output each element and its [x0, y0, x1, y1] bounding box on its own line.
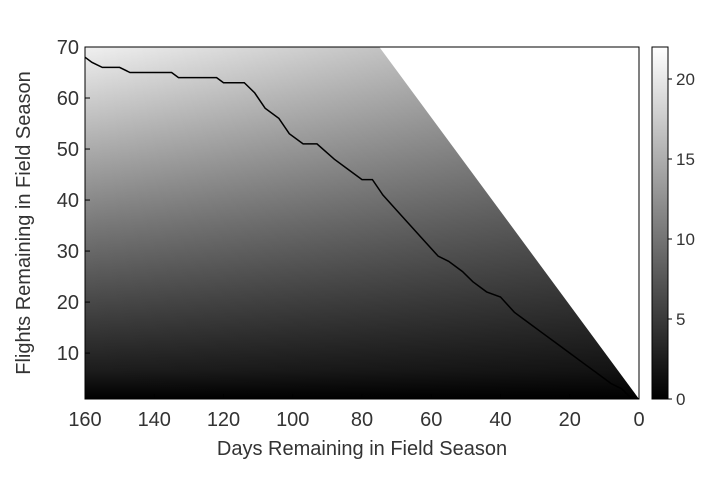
- x-tick-label: 160: [68, 409, 101, 431]
- colorbar-tick-label: 20: [676, 70, 695, 89]
- x-tick-label: 100: [276, 409, 309, 431]
- colorbar-gradient: [651, 46, 669, 400]
- y-tick-label: 20: [57, 292, 79, 314]
- x-axis-label: Days Remaining in Field Season: [217, 438, 507, 460]
- series-line: [85, 56, 639, 399]
- colorbar-tick-label: 0: [676, 390, 685, 409]
- y-tick-label: 60: [57, 88, 79, 110]
- x-axis: 160 140 120 100 80 60 40 20 0: [68, 394, 645, 431]
- colorbar-tick-label: 15: [676, 150, 695, 169]
- y-tick-label: 10: [57, 343, 79, 365]
- y-axis-label: Flights Remaining in Field Season: [13, 71, 35, 375]
- x-tick-label: 40: [489, 409, 511, 431]
- x-tick-label: 20: [559, 409, 581, 431]
- colorbar: 0 5 10 15 20: [651, 46, 695, 409]
- plot-area: [85, 47, 639, 399]
- x-tick-label: 0: [633, 409, 644, 431]
- y-axis: 10 20 30 40 50 60 70: [57, 37, 90, 365]
- y-tick-label: 70: [57, 37, 79, 59]
- x-tick-label: 60: [420, 409, 442, 431]
- colorbar-tick-label: 5: [676, 310, 685, 329]
- y-tick-label: 30: [57, 241, 79, 263]
- colorbar-ticks: 0 5 10 15 20: [668, 70, 695, 409]
- y-tick-label: 50: [57, 139, 79, 161]
- y-tick-label: 40: [57, 190, 79, 212]
- x-tick-label: 140: [138, 409, 171, 431]
- undefined-region: [379, 47, 639, 399]
- x-tick-label: 120: [207, 409, 240, 431]
- x-tick-label: 80: [351, 409, 373, 431]
- colorbar-tick-label: 10: [676, 230, 695, 249]
